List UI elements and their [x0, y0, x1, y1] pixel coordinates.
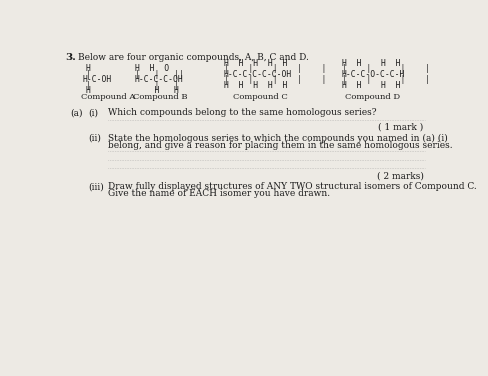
Text: H   H: H H — [135, 86, 179, 95]
Text: |    |      |    |: | | | | — [342, 64, 429, 73]
Text: Which compounds belong to the same homologous series?: Which compounds belong to the same homol… — [107, 108, 376, 117]
Text: |: | — [86, 80, 91, 89]
Text: H  H    H  H: H H H H — [342, 59, 400, 68]
Text: H-C-C-C-C-C-OH: H-C-C-C-C-C-OH — [224, 70, 292, 79]
Text: H  H  H  H  H: H H H H H — [224, 80, 287, 89]
Text: ( 2 marks): ( 2 marks) — [377, 171, 424, 180]
Text: H: H — [86, 64, 91, 73]
Text: H-C-C-C-OH: H-C-C-C-OH — [135, 75, 183, 84]
Text: 3.: 3. — [66, 53, 77, 62]
Text: |    |      |    |: | | | | — [342, 75, 429, 84]
Text: |: | — [86, 70, 91, 79]
Text: |   |: | | — [135, 80, 179, 89]
Text: Compound C: Compound C — [233, 93, 288, 101]
Text: H  H  O: H H O — [135, 64, 169, 73]
Text: Compound D: Compound D — [346, 93, 401, 101]
Text: |   |   ||: | | || — [135, 70, 183, 79]
Text: Below are four organic compounds, A, B, C and D.: Below are four organic compounds, A, B, … — [78, 53, 309, 62]
Text: H-C-OH: H-C-OH — [82, 75, 112, 84]
Text: Draw fully displayed structures of ANY TWO structural isomers of Compound C.: Draw fully displayed structures of ANY T… — [107, 182, 476, 191]
Text: (a): (a) — [70, 108, 83, 117]
Text: (i): (i) — [88, 108, 98, 117]
Text: (ii): (ii) — [88, 134, 101, 143]
Text: belong, and give a reason for placing them in the same homologous series.: belong, and give a reason for placing th… — [107, 141, 452, 150]
Text: H: H — [86, 86, 91, 95]
Text: H-C-C-O-C-C-H: H-C-C-O-C-C-H — [342, 70, 405, 79]
Text: |    |    |    |    |: | | | | | — [224, 75, 326, 84]
Text: Give the name of EACH isomer you have drawn.: Give the name of EACH isomer you have dr… — [107, 189, 329, 198]
Text: (iii): (iii) — [88, 182, 104, 191]
Text: H  H  H  H  H: H H H H H — [224, 59, 287, 68]
Text: Compound A: Compound A — [81, 93, 136, 101]
Text: |    |    |    |    |: | | | | | — [224, 64, 326, 73]
Text: H  H    H  H: H H H H — [342, 80, 400, 89]
Text: ( 1 mark ): ( 1 mark ) — [379, 123, 424, 132]
Text: Compound B: Compound B — [133, 93, 187, 101]
Text: State the homologous series to which the compounds you named in (a) (i): State the homologous series to which the… — [107, 134, 447, 143]
